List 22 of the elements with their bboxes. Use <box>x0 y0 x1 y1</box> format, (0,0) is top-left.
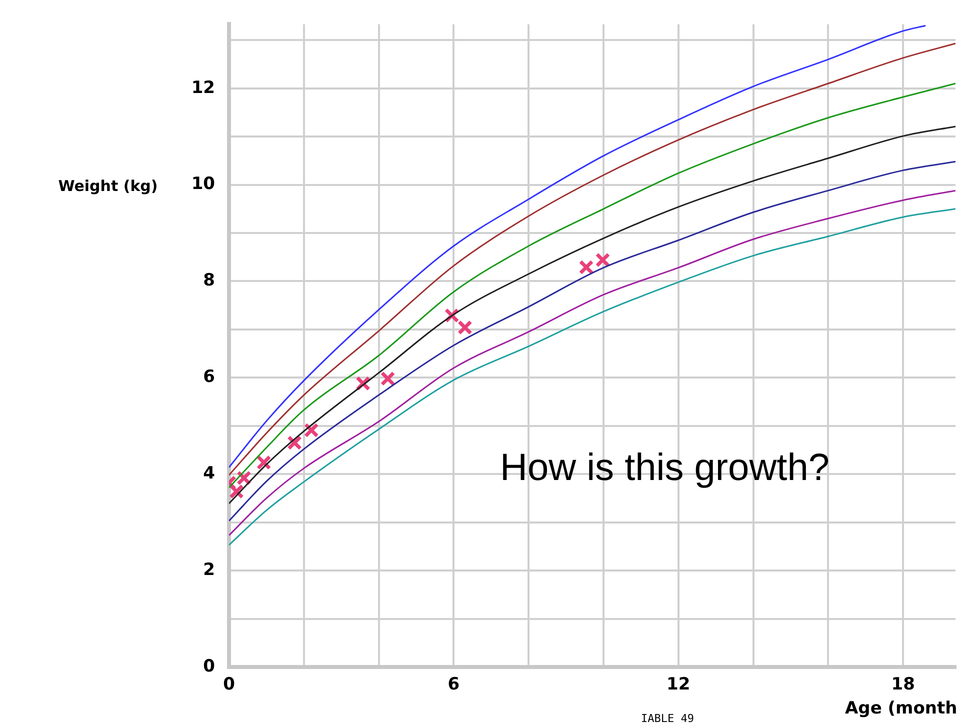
y-axis-title: Weight (kg) <box>58 176 158 195</box>
y-tick-label: 10 <box>191 174 216 194</box>
y-tick-label: 4 <box>203 464 216 484</box>
y-tick-label: 6 <box>203 367 215 388</box>
annotation: How is this growth? <box>500 447 830 489</box>
x-tick-label: 18 <box>891 674 915 695</box>
point <box>458 320 472 335</box>
text: IABLE 49 <box>641 712 694 725</box>
y-tick-label: 2 <box>203 560 215 580</box>
y-tick-label: 12 <box>191 78 215 98</box>
x-tick-label: 0 <box>223 674 236 695</box>
point <box>304 422 319 438</box>
point <box>287 435 302 450</box>
point <box>595 252 610 268</box>
point <box>380 371 396 386</box>
point <box>578 260 594 275</box>
y-tick-label: 0 <box>203 656 216 676</box>
x-axis-title: Age (month <box>845 698 958 718</box>
x-tick-label: 6 <box>448 674 460 695</box>
y-tick-label: 8 <box>203 270 215 291</box>
x-tick-label: 12 <box>666 674 690 695</box>
point <box>229 484 244 499</box>
